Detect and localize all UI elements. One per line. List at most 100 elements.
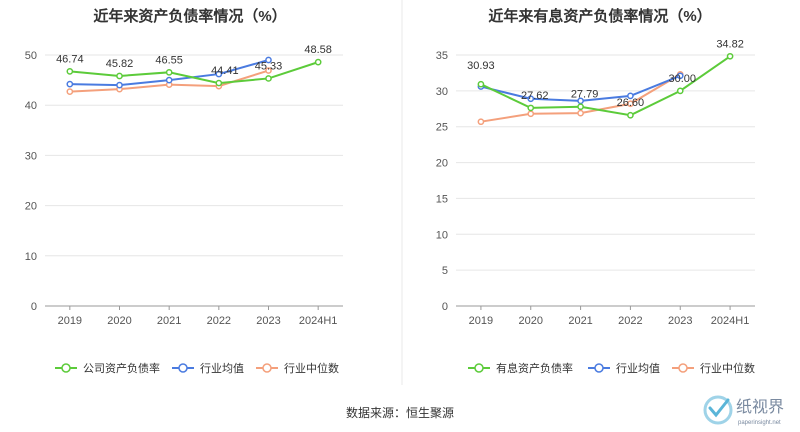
logo-mark-icon (703, 395, 733, 425)
axes: 0 5 10 15 20 25 30 35 2019 2020 2021 2022 2023 2024H1 (436, 50, 750, 327)
series-line (69, 61, 319, 85)
y-tick-label: 10 (25, 251, 37, 263)
series-point (314, 58, 322, 66)
series-point (577, 109, 584, 117)
y-tick-label: 30 (25, 150, 37, 162)
series-point (265, 67, 272, 74)
series-point (676, 87, 684, 95)
data-label: 46.55 (155, 54, 183, 66)
legend-marker-icon (594, 363, 604, 373)
grid-lines (45, 54, 343, 307)
data-label: 27.79 (571, 89, 599, 101)
data-label: 48.58 (304, 44, 332, 56)
series-point (527, 110, 535, 118)
legend: 公司资产负债率 行业均值 行业中位数 (55, 361, 339, 375)
logo-name: 纸视界 (736, 398, 784, 416)
x-tick-label: 2022 (207, 315, 231, 327)
series-point (165, 68, 173, 76)
logo-url: paperinsight.net (738, 420, 781, 426)
y-tick-label: 10 (436, 229, 448, 241)
legend-label: 有息资产负债率 (496, 361, 573, 375)
legend-item[interactable]: 行业中位数 (256, 361, 339, 375)
data-label: 34.82 (716, 38, 744, 50)
data-labels: 46.74 45.82 46.55 44.41 45.33 48.58 (56, 44, 332, 77)
x-tick-label: 2023 (668, 315, 692, 327)
axes: 0 10 20 30 40 50 2019 2020 2021 2022 2023 2024H1 (25, 50, 338, 327)
chart-title: 近年来有息资产负债率情况（%） (488, 7, 711, 25)
series-point (477, 80, 485, 88)
series-point (577, 103, 584, 111)
data-label: 27.62 (521, 90, 549, 102)
series-point (116, 81, 123, 89)
y-tick-label: 0 (31, 301, 37, 313)
x-tick-label: 2023 (256, 315, 280, 327)
legend-item[interactable]: 行业均值 (588, 362, 660, 375)
x-tick-label: 2019 (58, 315, 82, 327)
legend-item[interactable]: 行业均值 (172, 362, 244, 375)
legend-marker-icon (262, 363, 272, 373)
logo-check-icon (708, 398, 730, 418)
data-label: 46.74 (56, 53, 84, 65)
y-tick-label: 40 (25, 100, 37, 112)
series-point (66, 68, 74, 75)
series-point (215, 70, 223, 78)
legend: 有息资产负债率 行业均值 行业中位数 (468, 361, 755, 375)
y-tick-label: 0 (442, 301, 448, 313)
series-point (116, 72, 123, 80)
legend-label: 行业中位数 (700, 361, 755, 375)
y-tick-label: 25 (436, 122, 448, 134)
debt-ratio-chart: 近年来资产负债率情况（%） 0 10 20 30 40 50 2019 2020 2021 202… (25, 7, 343, 375)
legend-marker-icon (474, 363, 484, 373)
series-point (726, 52, 734, 60)
y-tick-label: 20 (25, 201, 37, 213)
series-group (477, 52, 734, 126)
grid-lines (456, 54, 755, 307)
series-point (527, 104, 535, 112)
series-point (165, 76, 173, 84)
series-line (480, 55, 731, 117)
legend-item[interactable]: 有息资产负债率 (468, 361, 573, 375)
data-label: 45.33 (255, 60, 283, 72)
series-point (477, 118, 485, 126)
legend-label: 行业均值 (200, 362, 244, 375)
y-tick-label: 50 (25, 50, 37, 62)
x-tick-label: 2021 (568, 315, 592, 327)
series-point (265, 75, 272, 82)
series-group (66, 56, 322, 95)
x-tick-label: 2021 (157, 315, 181, 327)
legend-label: 行业中位数 (284, 361, 339, 375)
y-tick-label: 15 (436, 193, 448, 205)
data-label: 30.00 (668, 73, 696, 85)
y-tick-label: 30 (436, 86, 448, 98)
interest-bearing-debt-ratio-chart: 近年来有息资产负债率情况（%） 0 5 10 15 20 25 30 35 2019 2020 20… (436, 7, 755, 375)
legend-label: 公司资产负债率 (83, 361, 160, 375)
y-tick-label: 35 (436, 50, 448, 62)
data-label: 30.93 (467, 60, 495, 72)
x-tick-label: 2022 (618, 315, 642, 327)
x-tick-label: 2024H1 (711, 315, 750, 327)
legend-marker-icon (61, 363, 71, 373)
x-tick-label: 2020 (519, 315, 543, 327)
y-tick-label: 5 (442, 265, 448, 277)
series-point (627, 92, 634, 100)
data-source: 数据来源：恒生聚源 (346, 405, 454, 420)
data-label: 44.41 (211, 65, 239, 77)
data-label: 26.60 (617, 97, 645, 109)
series-point (66, 80, 74, 88)
series-point (676, 72, 684, 80)
data-label: 45.82 (106, 58, 134, 70)
logo: 纸视界 paperinsight.net (703, 395, 784, 426)
legend-marker-icon (178, 363, 188, 373)
series-point (66, 88, 74, 95)
x-tick-label: 2024H1 (299, 315, 338, 327)
x-tick-label: 2020 (107, 315, 131, 327)
x-tick-label: 2019 (469, 315, 493, 327)
chart-title: 近年来资产负债率情况（%） (93, 7, 286, 25)
series-point (627, 100, 634, 108)
legend-item[interactable]: 公司资产负债率 (55, 361, 160, 375)
data-labels: 30.93 27.62 27.79 26.60 30.00 34.82 (467, 38, 744, 109)
series-point (527, 95, 535, 103)
legend-marker-icon (678, 363, 688, 373)
legend-item[interactable]: 行业中位数 (672, 361, 755, 375)
